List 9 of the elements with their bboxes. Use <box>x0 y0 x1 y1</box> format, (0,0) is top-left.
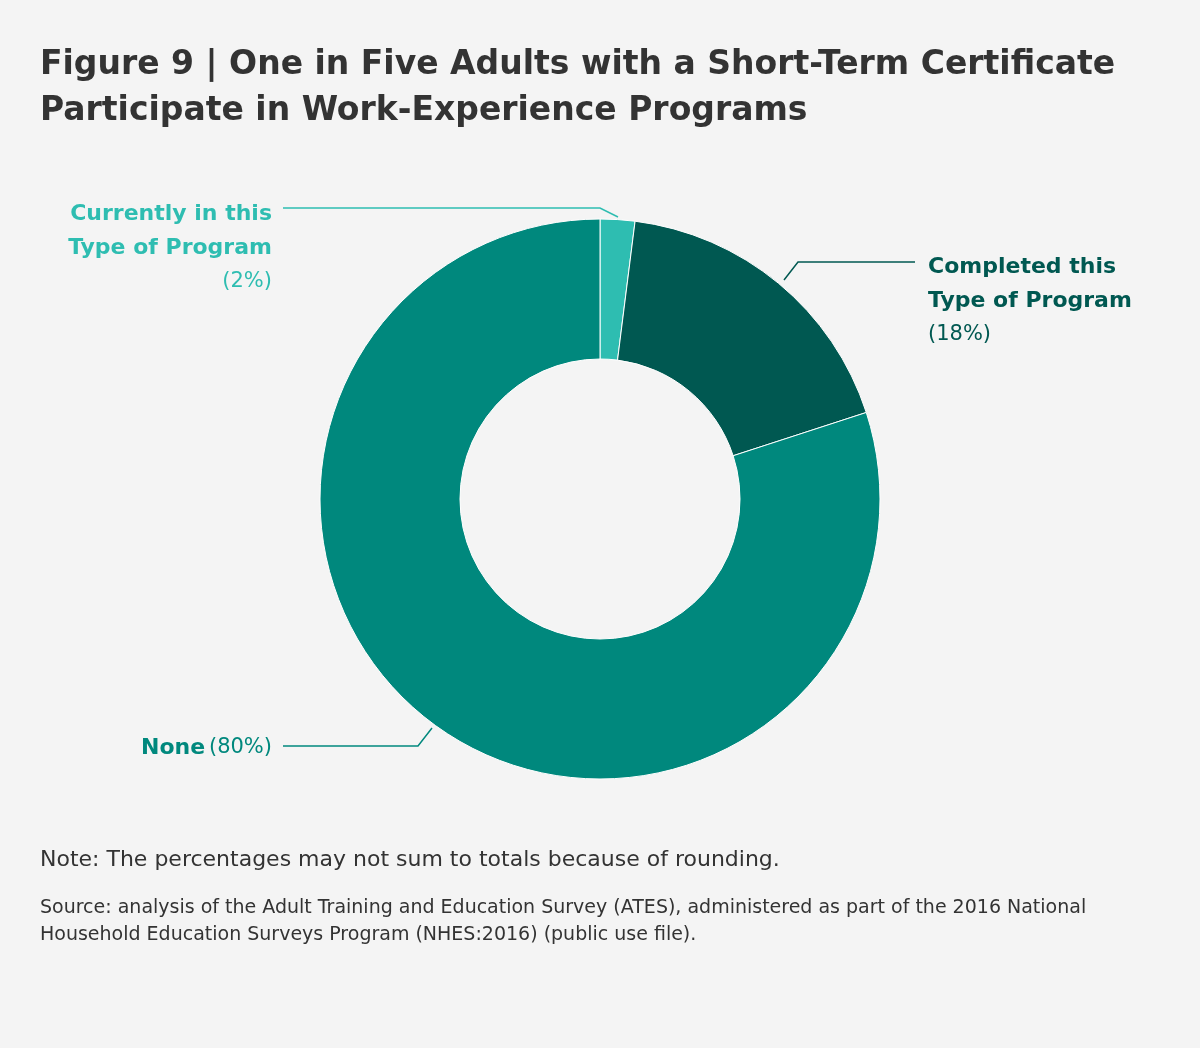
chart-title: Figure 9 | One in Five Adults with a Short-Term Certificate Participate in Work-Experience Programs <box>40 42 1117 130</box>
slice-label: Currently in this Type of Program <box>68 199 272 259</box>
slice-label: Completed this Type of Program <box>928 252 1132 312</box>
data-label: (18%) <box>928 321 992 345</box>
data-label: (2%) <box>222 268 272 292</box>
text: Note: The percentages may not sum to totals because of rounding. <box>40 846 781 871</box>
slice-label: None <box>141 733 206 759</box>
data-label: (80%) <box>208 734 272 758</box>
source-note: Source: analysis of the Adult Training and Education Survey (ATES), administered as part of the 2016 National Household Education Surveys Program (NHES:2016) (public use file). <box>40 894 1088 946</box>
